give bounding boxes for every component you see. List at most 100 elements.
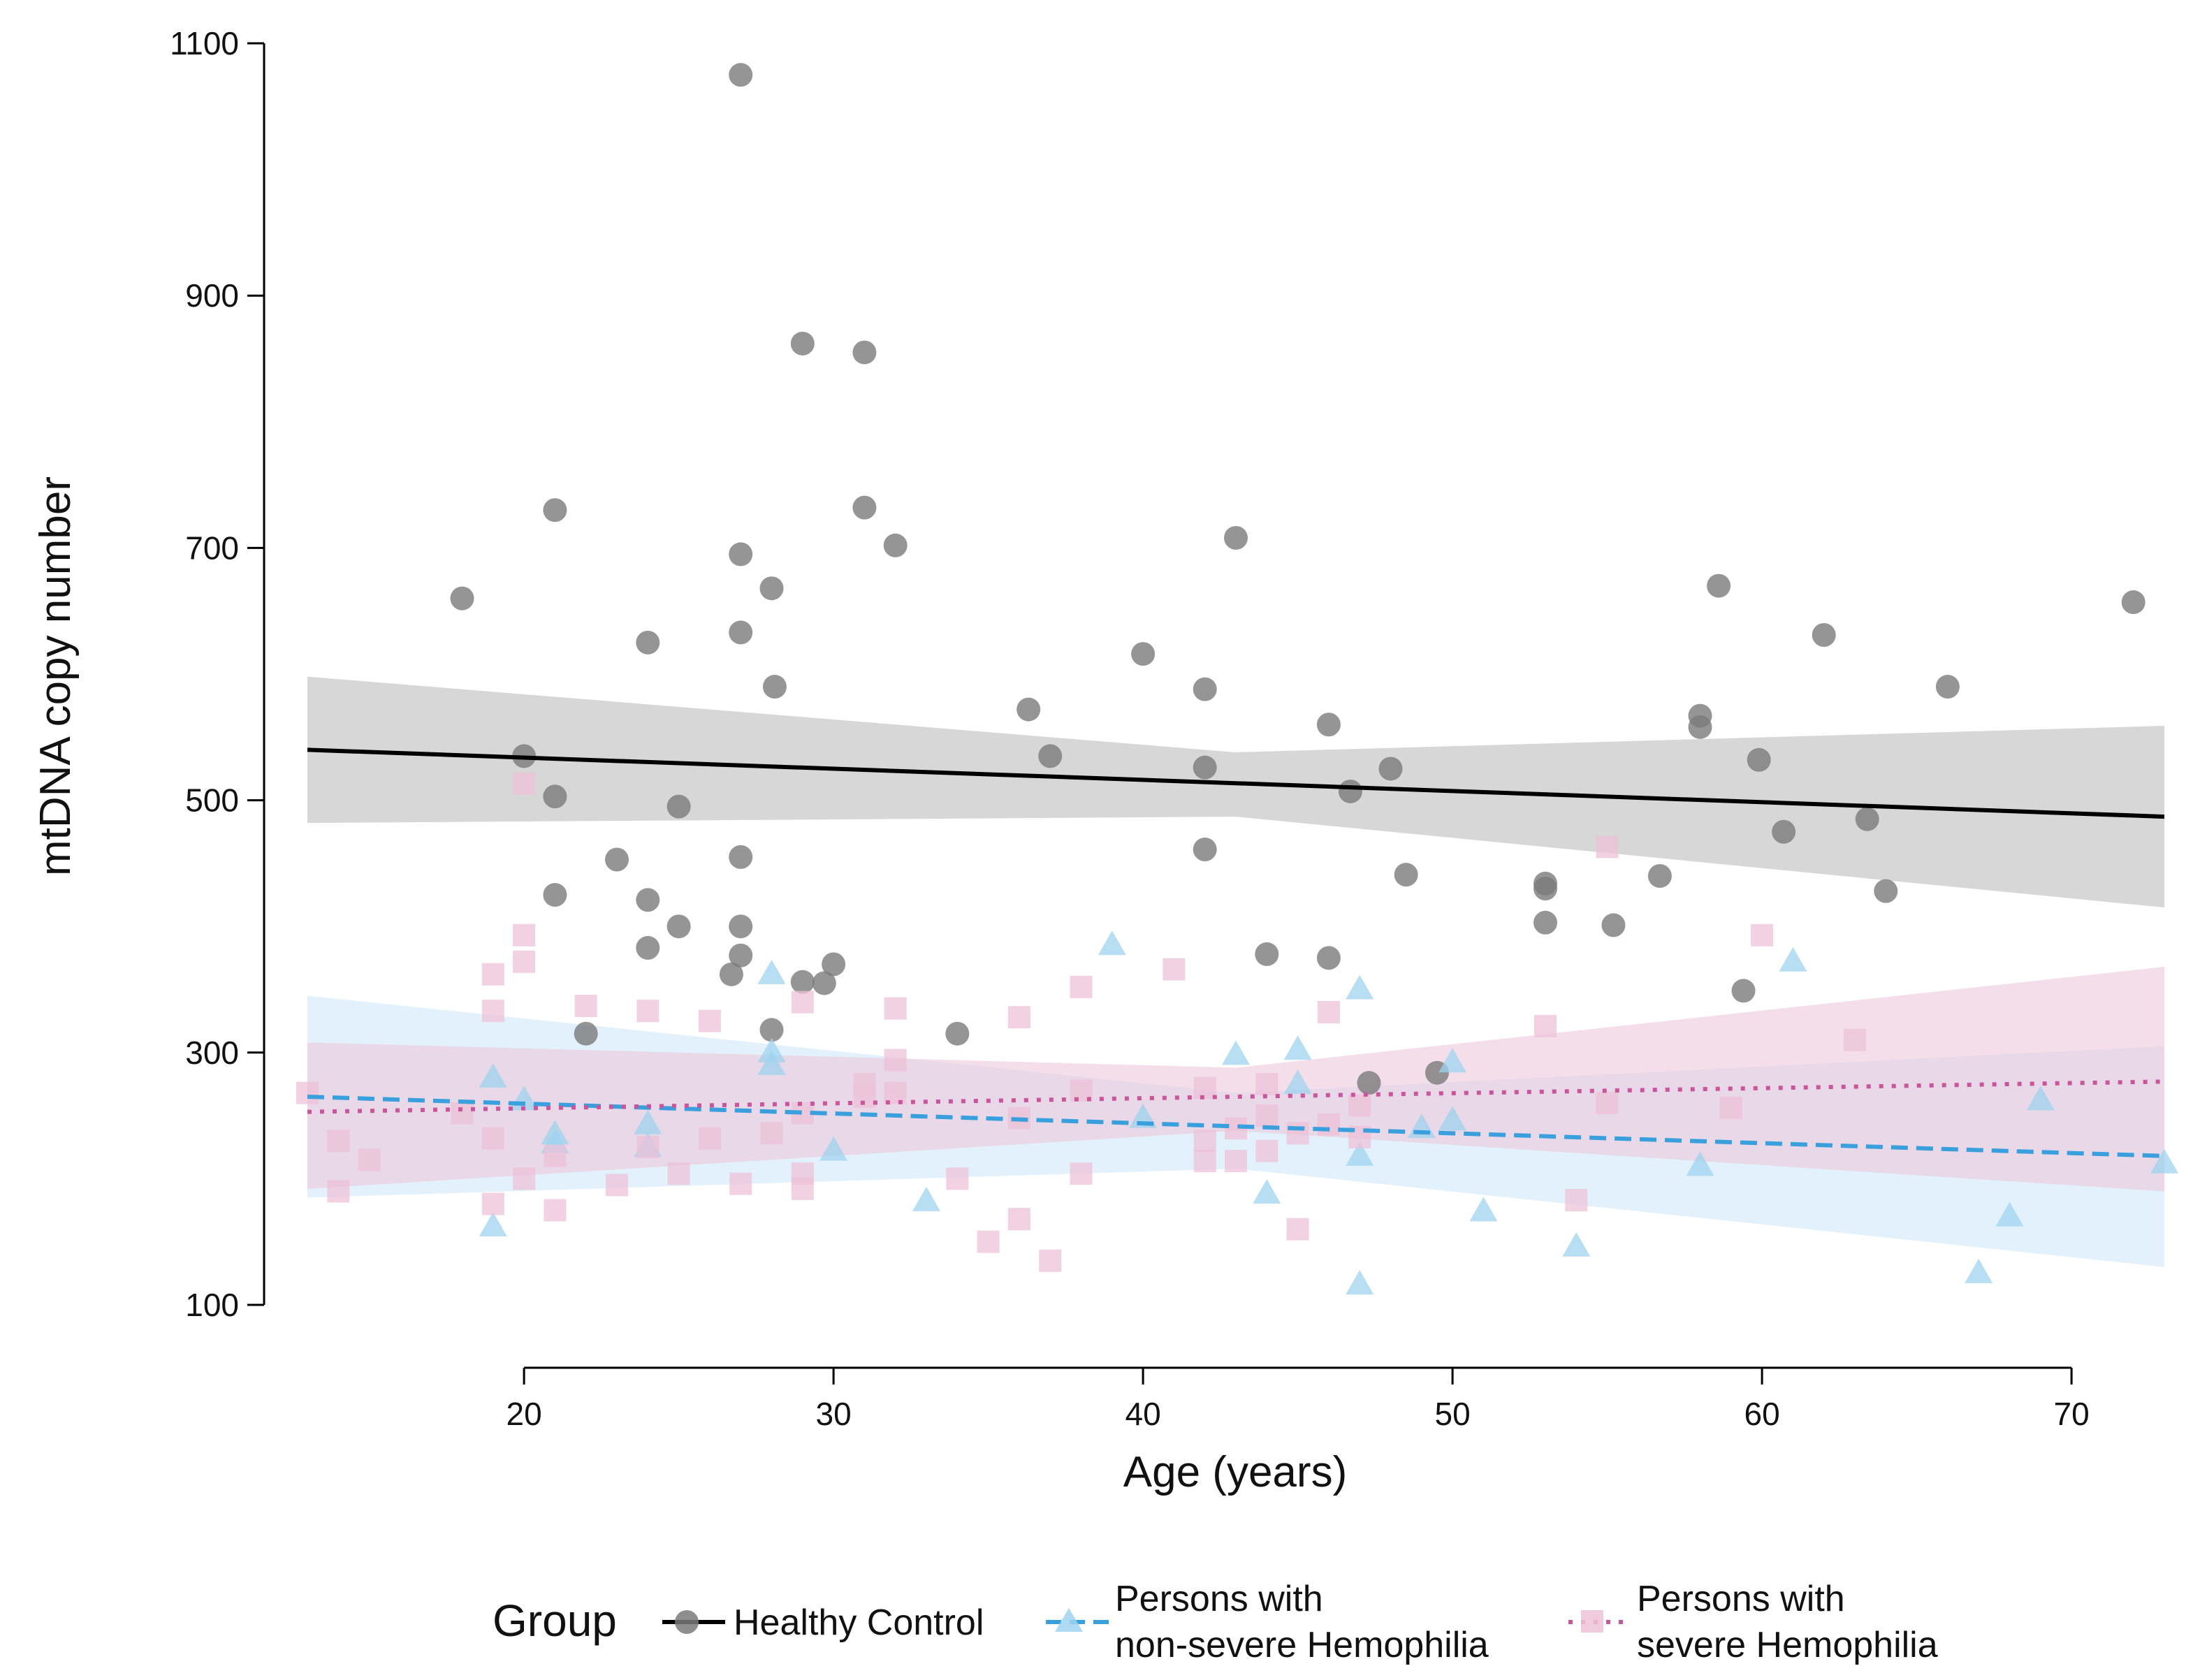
point-healthy-control xyxy=(883,533,908,557)
point-persons-with-non-severe-hemophilia xyxy=(1469,1197,1498,1222)
y-tick-label: 100 xyxy=(185,1287,239,1323)
point-persons-with-severe-hemophilia xyxy=(698,1127,721,1150)
point-persons-with-severe-hemophilia xyxy=(1317,1001,1340,1024)
point-healthy-control xyxy=(1874,879,1898,903)
point-persons-with-severe-hemophilia xyxy=(1225,1150,1247,1173)
point-persons-with-severe-hemophilia xyxy=(1534,1014,1557,1037)
point-persons-with-severe-hemophilia xyxy=(451,1102,474,1125)
point-persons-with-severe-hemophilia xyxy=(544,1199,567,1222)
point-persons-with-severe-hemophilia xyxy=(667,1162,690,1185)
point-healthy-control xyxy=(729,845,753,869)
point-persons-with-non-severe-hemophilia xyxy=(479,1212,507,1237)
point-healthy-control xyxy=(790,331,815,356)
point-persons-with-severe-hemophilia xyxy=(729,1172,752,1195)
point-persons-with-severe-hemophilia xyxy=(327,1130,350,1153)
legend: Group Healthy Control Persons with non-s… xyxy=(493,1579,1938,1665)
legend-key-severe xyxy=(1568,1610,1631,1632)
point-persons-with-severe-hemophilia xyxy=(481,1192,504,1215)
point-persons-with-severe-hemophilia xyxy=(513,1167,536,1190)
point-healthy-control xyxy=(729,943,753,967)
point-healthy-control xyxy=(1193,755,1217,780)
point-persons-with-severe-hemophilia xyxy=(1039,1249,1062,1272)
point-persons-with-severe-hemophilia xyxy=(1070,975,1093,998)
point-healthy-control xyxy=(1394,863,1418,887)
point-persons-with-non-severe-hemophilia xyxy=(1222,1040,1250,1065)
fit-line-persons-with-non-severe-hemophilia xyxy=(307,1095,2165,1158)
point-persons-with-severe-hemophilia xyxy=(791,991,814,1014)
point-healthy-control xyxy=(729,914,753,939)
point-healthy-control xyxy=(1688,715,1712,739)
legend-label-non-severe-line1: Persons with xyxy=(1115,1579,1323,1619)
point-persons-with-severe-hemophilia xyxy=(481,1127,504,1150)
point-healthy-control xyxy=(636,935,660,960)
point-persons-with-severe-hemophilia xyxy=(791,1177,814,1200)
point-persons-with-severe-hemophilia xyxy=(1844,1028,1866,1051)
point-persons-with-severe-hemophilia xyxy=(1286,1122,1309,1145)
point-persons-with-severe-hemophilia xyxy=(760,1122,783,1145)
legend-label-healthy-control: Healthy Control xyxy=(734,1602,984,1643)
point-healthy-control xyxy=(1255,942,1279,966)
x-tick-label: 60 xyxy=(1744,1396,1780,1432)
point-healthy-control xyxy=(1038,744,1063,768)
point-healthy-control xyxy=(1017,697,1041,722)
point-healthy-control xyxy=(812,971,836,995)
point-persons-with-severe-hemophilia xyxy=(1193,1150,1216,1173)
point-persons-with-non-severe-hemophilia xyxy=(1283,1035,1312,1060)
point-healthy-control xyxy=(759,1018,784,1042)
point-healthy-control xyxy=(543,883,567,907)
point-persons-with-non-severe-hemophilia xyxy=(1253,1179,1281,1204)
point-healthy-control xyxy=(790,970,815,994)
point-persons-with-severe-hemophilia xyxy=(1255,1104,1278,1127)
point-healthy-control xyxy=(1357,1071,1381,1095)
legend-title: Group xyxy=(493,1595,617,1646)
point-healthy-control xyxy=(1533,877,1557,901)
point-healthy-control xyxy=(759,576,784,601)
point-persons-with-non-severe-hemophilia xyxy=(1965,1258,1993,1283)
point-healthy-control xyxy=(666,794,691,819)
legend-key-healthy-control xyxy=(662,1610,725,1634)
fit-lines xyxy=(307,747,2165,1158)
point-persons-with-severe-hemophilia xyxy=(606,1174,628,1197)
y-tick-label: 500 xyxy=(185,782,239,819)
point-healthy-control xyxy=(450,586,474,611)
point-persons-with-severe-hemophilia xyxy=(1255,1139,1278,1162)
fit-line-persons-with-severe-hemophilia xyxy=(307,1079,2165,1114)
point-healthy-control xyxy=(1316,946,1341,970)
point-healthy-control xyxy=(1772,819,1796,844)
point-persons-with-non-severe-hemophilia xyxy=(912,1186,940,1211)
point-persons-with-severe-hemophilia xyxy=(636,1136,660,1159)
point-persons-with-severe-hemophilia xyxy=(1565,1189,1588,1212)
x-tick-label: 30 xyxy=(816,1396,852,1432)
point-persons-with-severe-hemophilia xyxy=(358,1148,381,1171)
point-healthy-control xyxy=(636,630,660,655)
point-healthy-control xyxy=(729,620,753,645)
point-persons-with-non-severe-hemophilia xyxy=(2150,1148,2178,1174)
point-healthy-control xyxy=(1812,623,1836,648)
y-axis: 100 300 500 700 900 1100 xyxy=(170,25,265,1323)
point-persons-with-non-severe-hemophilia xyxy=(1562,1232,1591,1257)
point-persons-with-non-severe-hemophilia xyxy=(757,1037,786,1062)
y-tick-label: 300 xyxy=(185,1035,239,1071)
point-persons-with-severe-hemophilia xyxy=(1286,1218,1309,1241)
x-tick-label: 70 xyxy=(2054,1396,2090,1432)
point-persons-with-severe-hemophilia xyxy=(636,1000,660,1023)
point-persons-with-severe-hemophilia xyxy=(884,997,907,1020)
point-persons-with-non-severe-hemophilia xyxy=(2026,1086,2055,1111)
point-healthy-control xyxy=(636,888,660,912)
y-tick-label: 700 xyxy=(185,529,239,566)
point-healthy-control xyxy=(1224,525,1248,550)
legend-marker-circle xyxy=(675,1610,699,1634)
point-healthy-control xyxy=(852,340,877,365)
point-persons-with-severe-hemophilia xyxy=(1719,1097,1742,1120)
point-healthy-control xyxy=(1193,677,1217,701)
point-healthy-control xyxy=(729,63,753,87)
point-persons-with-non-severe-hemophilia xyxy=(757,1050,786,1075)
x-tick-label: 50 xyxy=(1435,1396,1471,1432)
point-healthy-control xyxy=(1193,838,1217,862)
point-healthy-control xyxy=(2121,590,2145,615)
point-persons-with-severe-hemophilia xyxy=(481,963,504,986)
confidence-bands xyxy=(307,676,2164,1267)
x-axis-title: Age (years) xyxy=(1123,1448,1347,1496)
point-persons-with-non-severe-hemophilia xyxy=(1283,1069,1312,1094)
point-healthy-control xyxy=(1378,757,1403,781)
